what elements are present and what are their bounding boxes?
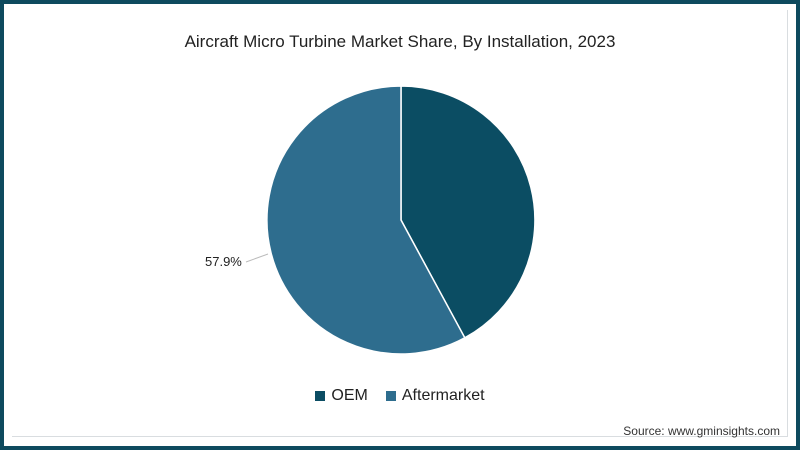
source-note: Source: www.gminsights.com [623, 424, 780, 438]
leader-line [245, 253, 269, 263]
chart-title: Aircraft Micro Turbine Market Share, By … [184, 32, 616, 51]
legend-label-oem: OEM [331, 387, 368, 404]
legend-swatch-aftermarket [385, 391, 396, 401]
legend-item-aftermarket: Aftermarket [385, 387, 485, 405]
legend: OEM Aftermarket [0, 387, 800, 405]
pie-slice-oem [400, 85, 536, 339]
legend-label-aftermarket: Aftermarket [401, 387, 485, 404]
legend-item-oem: OEM [315, 387, 368, 405]
pie-slice-aftermarket [266, 85, 466, 355]
data-label-aftermarket: 57.9% [205, 254, 242, 269]
legend-swatch-oem [315, 391, 326, 401]
inner-border [12, 10, 788, 437]
